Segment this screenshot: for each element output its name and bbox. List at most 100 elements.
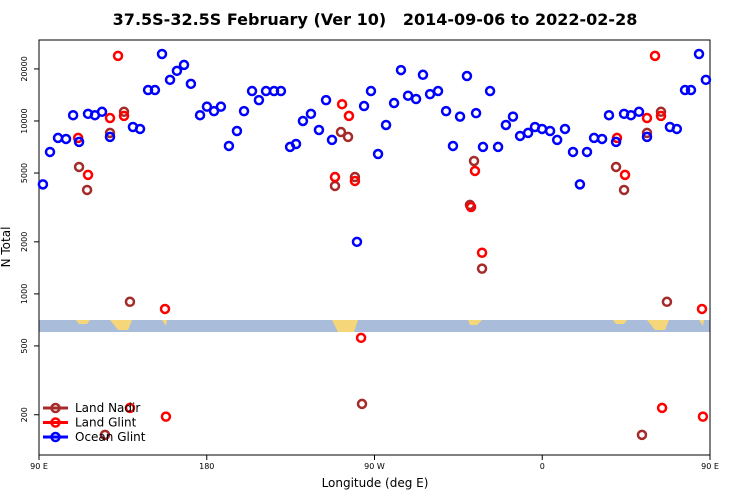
point: [329, 180, 341, 192]
point: [700, 74, 712, 86]
x-tick-label: 90 E: [30, 462, 48, 471]
point: [118, 110, 130, 122]
point: [60, 133, 72, 145]
point: [522, 127, 534, 139]
point: [656, 402, 668, 414]
point: [603, 109, 615, 121]
point: [507, 111, 519, 122]
point: [134, 123, 146, 135]
point: [118, 106, 130, 118]
point: [223, 140, 235, 152]
point: [365, 85, 377, 97]
point: [290, 138, 302, 150]
point: [305, 108, 317, 120]
point: [610, 136, 622, 148]
x-tick-label: 90 E: [701, 462, 719, 471]
plot-frame: [38, 39, 711, 456]
point: [492, 141, 504, 153]
point: [104, 127, 116, 139]
point: [454, 111, 466, 122]
point: [124, 402, 136, 414]
point: [342, 131, 354, 143]
legend-label: Ocean Glint: [75, 430, 146, 444]
point: [201, 101, 213, 112]
point: [641, 112, 653, 124]
point: [329, 171, 341, 183]
point: [574, 179, 586, 190]
point: [52, 132, 64, 144]
point: [343, 110, 355, 122]
y-tick-label: 10000: [20, 108, 29, 133]
y-tick-label: 200: [20, 407, 29, 422]
point: [468, 155, 480, 167]
y-tick-label: 5000: [20, 163, 29, 183]
point: [581, 146, 593, 158]
point: [215, 101, 227, 112]
point: [395, 64, 407, 76]
point: [297, 115, 309, 127]
point: [159, 303, 171, 315]
point: [253, 94, 265, 106]
point: [618, 184, 630, 196]
point: [655, 106, 667, 118]
point: [417, 69, 429, 81]
point: [588, 132, 600, 144]
legend-label: Land Glint: [75, 416, 137, 430]
x-tick-label: 0: [540, 462, 545, 471]
point: [671, 123, 683, 135]
point: [185, 78, 197, 90]
point: [625, 109, 637, 121]
point: [164, 74, 176, 86]
point: [349, 171, 361, 183]
point: [469, 165, 481, 177]
point: [194, 109, 206, 121]
legend-label: Land Nadir: [75, 401, 140, 415]
point: [476, 247, 488, 258]
point: [636, 429, 648, 441]
point: [641, 131, 653, 143]
point: [641, 127, 653, 139]
point: [320, 94, 332, 106]
x-axis-label: Longitude (deg E): [322, 476, 429, 490]
point: [208, 105, 220, 117]
point: [697, 411, 709, 422]
point: [73, 136, 85, 148]
y-tick-label: 500: [20, 338, 29, 353]
point: [275, 85, 287, 97]
point: [82, 169, 94, 181]
point: [465, 201, 477, 213]
point: [149, 84, 161, 96]
point: [171, 65, 183, 77]
point: [99, 429, 111, 441]
point: [326, 134, 338, 146]
legend-marker: [50, 417, 61, 428]
point: [335, 126, 347, 138]
point: [633, 106, 645, 118]
y-axis-label: N Total: [0, 227, 13, 268]
point: [349, 175, 361, 187]
point: [104, 112, 116, 124]
legend-marker: [50, 402, 61, 414]
point: [160, 411, 172, 422]
point: [551, 134, 563, 146]
point: [440, 105, 452, 117]
point: [81, 184, 93, 196]
point: [388, 97, 400, 109]
legend-marker: [50, 431, 61, 443]
point: [336, 98, 348, 110]
point: [410, 93, 422, 105]
point: [178, 59, 190, 71]
point: [313, 124, 325, 136]
point: [432, 85, 444, 97]
point: [356, 398, 368, 410]
point: [96, 106, 108, 118]
point: [37, 179, 49, 190]
point: [104, 131, 116, 143]
point: [544, 125, 556, 137]
point: [500, 119, 512, 131]
point: [67, 109, 79, 121]
point: [372, 148, 384, 160]
point: [477, 141, 489, 153]
map-strip: [39, 320, 710, 332]
